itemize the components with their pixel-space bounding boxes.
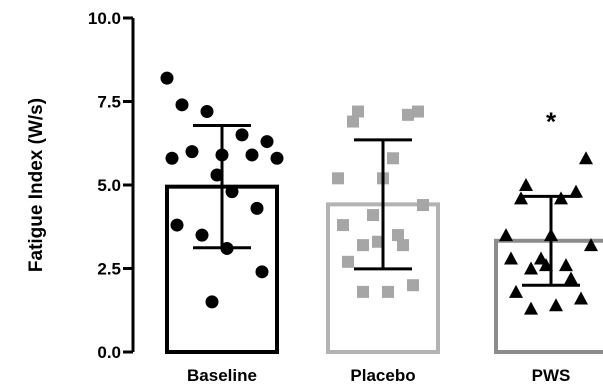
data-point: [514, 191, 528, 205]
data-point: [564, 271, 578, 285]
data-point: [250, 201, 264, 215]
data-point: [412, 105, 424, 118]
data-point: [357, 239, 369, 252]
category-label: PWS: [532, 366, 571, 385]
error-bar: [354, 138, 412, 271]
data-point: [584, 238, 598, 252]
data-point: [210, 168, 224, 182]
y-tick-label: 2.5: [97, 260, 121, 279]
error-bar: [522, 194, 580, 287]
data-point: [579, 151, 593, 165]
y-axis-title: Fatigue Index (W/s): [26, 98, 47, 272]
data-point: [270, 151, 284, 165]
annotations: *: [546, 106, 557, 136]
data-point: [554, 191, 568, 205]
category-label: Placebo: [350, 366, 415, 385]
data-point: [245, 148, 259, 162]
data-point: [402, 108, 414, 121]
data-point: [417, 199, 429, 212]
y-tick-label: 0.0: [97, 343, 121, 362]
data-point: [342, 255, 354, 268]
y-axis-ticks: 0.0 2.5 5.0 7.5 10.0: [88, 9, 133, 362]
data-point: [569, 184, 583, 198]
data-point: [195, 228, 209, 242]
data-point: [255, 265, 269, 279]
data-point: [337, 219, 349, 232]
data-point: [357, 285, 369, 298]
data-point: [392, 229, 404, 242]
data-point: [509, 284, 523, 298]
data-point: [260, 135, 274, 149]
data-point: [574, 291, 588, 305]
data-points: [160, 71, 598, 315]
data-point: [200, 105, 214, 119]
data-point: [185, 145, 199, 159]
data-point: [524, 301, 538, 315]
data-point: [559, 258, 573, 272]
data-point: [160, 71, 174, 85]
data-point: [175, 98, 189, 112]
data-point: [170, 218, 184, 232]
data-point: [347, 115, 359, 128]
data-point: [372, 235, 384, 248]
data-point: [499, 228, 513, 242]
data-point: [225, 185, 239, 199]
data-point: [397, 239, 409, 252]
data-point: [407, 279, 419, 292]
data-point: [524, 261, 538, 275]
significance-asterisk: *: [546, 106, 557, 136]
data-point: [504, 251, 518, 265]
data-point: [332, 172, 344, 185]
error-bars: [193, 124, 580, 287]
category-labels: Baseline Placebo PWS: [187, 366, 570, 385]
y-tick-label: 5.0: [97, 176, 121, 195]
data-point: [205, 295, 219, 309]
data-point: [367, 209, 379, 222]
y-tick-label: 7.5: [97, 93, 121, 112]
data-point: [519, 178, 533, 191]
data-point: [549, 298, 563, 312]
y-tick-label: 10.0: [88, 9, 121, 28]
data-point: [165, 151, 179, 165]
data-point: [382, 285, 394, 298]
error-bar: [193, 124, 251, 250]
data-point: [235, 128, 249, 142]
category-label: Baseline: [187, 366, 257, 385]
data-point: [352, 105, 364, 118]
data-point: [387, 152, 399, 165]
